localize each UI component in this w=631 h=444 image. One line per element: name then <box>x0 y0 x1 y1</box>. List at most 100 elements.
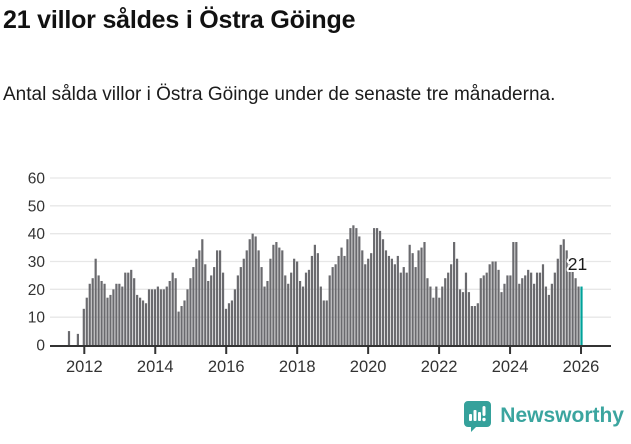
bar <box>313 244 316 345</box>
bar <box>290 272 293 345</box>
bar <box>393 264 396 345</box>
bar <box>133 278 136 345</box>
bar <box>136 294 139 345</box>
bar <box>127 272 130 345</box>
bar <box>115 283 118 345</box>
bar <box>533 283 536 345</box>
bar <box>367 258 370 345</box>
bar <box>535 272 539 345</box>
bar <box>106 297 109 345</box>
bar <box>121 286 124 345</box>
bar <box>284 275 287 345</box>
page-title: 21 villor såldes i Östra Göinge <box>3 6 356 34</box>
bar <box>248 239 251 345</box>
bar <box>479 278 482 345</box>
x-axis-label: 2012 <box>66 358 103 376</box>
bar <box>91 278 94 345</box>
bar <box>435 286 438 345</box>
bar <box>201 239 204 345</box>
bar <box>67 331 71 345</box>
x-axis-label: 2020 <box>350 358 387 376</box>
bar <box>568 264 571 345</box>
bar <box>390 258 393 345</box>
bar <box>346 239 349 345</box>
bar <box>97 275 100 345</box>
bar <box>473 306 476 345</box>
bar <box>227 303 231 345</box>
x-axis-label: 2026 <box>563 358 600 376</box>
bar <box>556 258 559 345</box>
bar <box>521 278 524 345</box>
bar <box>100 280 103 345</box>
bar <box>464 272 468 345</box>
bar <box>251 233 254 345</box>
bar <box>147 289 151 345</box>
bar <box>402 267 405 345</box>
bar <box>278 247 281 345</box>
bar <box>189 278 192 345</box>
bar <box>162 289 165 345</box>
bar <box>198 250 201 345</box>
bar <box>378 230 382 345</box>
bar <box>541 264 545 345</box>
bar <box>438 297 441 345</box>
bar <box>263 286 266 345</box>
bar <box>420 247 423 345</box>
bar <box>355 228 358 345</box>
bar <box>304 272 308 345</box>
bar <box>509 275 512 345</box>
bar <box>186 289 189 345</box>
bar <box>269 258 272 345</box>
x-axis-label: 2018 <box>279 358 316 376</box>
bar <box>530 272 533 345</box>
y-axis-label: 20 <box>28 282 46 299</box>
y-axis-label: 60 <box>28 171 46 188</box>
y-axis-label: 10 <box>28 310 46 327</box>
bar <box>109 294 112 345</box>
bar <box>544 286 548 345</box>
bar <box>319 286 322 345</box>
bar <box>337 255 340 345</box>
bar <box>559 244 562 345</box>
bar <box>171 272 174 345</box>
bar <box>322 300 325 345</box>
bar <box>370 253 373 345</box>
bar <box>257 250 260 345</box>
bar <box>447 272 450 345</box>
bar <box>316 253 319 345</box>
bar <box>168 280 171 345</box>
bar <box>213 267 216 345</box>
bar <box>450 264 453 345</box>
bar <box>461 292 465 345</box>
x-axis-label: 2014 <box>137 358 174 376</box>
bar <box>470 306 473 345</box>
x-axis-label: 2016 <box>208 358 245 376</box>
bar <box>494 261 497 345</box>
bar <box>153 289 157 345</box>
bar <box>432 297 435 345</box>
bar <box>275 242 278 345</box>
bar <box>230 300 234 345</box>
bar <box>349 228 352 345</box>
bar <box>458 289 462 345</box>
bar <box>118 283 121 345</box>
y-axis-label: 0 <box>36 338 45 355</box>
bar <box>467 292 471 345</box>
bar <box>130 269 133 345</box>
bar <box>233 289 236 345</box>
x-axis-label: 2024 <box>492 358 529 376</box>
bar <box>512 242 515 345</box>
bar <box>245 250 248 345</box>
bar <box>192 267 195 345</box>
bar <box>301 286 305 345</box>
bar <box>287 283 290 345</box>
bar <box>296 261 299 345</box>
bar <box>239 267 242 345</box>
highlight-bar <box>580 286 583 345</box>
bar <box>139 297 142 345</box>
bar <box>94 258 97 345</box>
bar <box>441 286 444 345</box>
bar <box>156 286 159 345</box>
bar <box>266 280 269 345</box>
bar <box>426 278 429 345</box>
